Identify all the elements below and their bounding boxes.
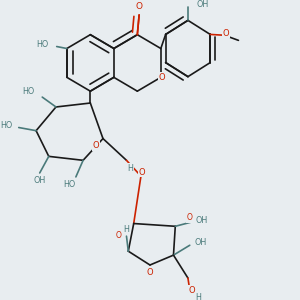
Text: OH: OH — [194, 238, 207, 247]
Text: O: O — [223, 29, 229, 38]
Text: HO: HO — [64, 179, 76, 188]
Text: H: H — [124, 225, 129, 234]
Text: HO: HO — [0, 122, 13, 130]
Text: O: O — [188, 286, 195, 295]
Text: OH: OH — [34, 176, 46, 184]
Text: H: H — [195, 293, 201, 300]
Text: O: O — [187, 213, 193, 222]
Text: HO: HO — [22, 88, 34, 97]
Text: O: O — [147, 268, 153, 278]
Text: O: O — [136, 2, 142, 11]
Text: O: O — [116, 231, 122, 240]
Text: O: O — [93, 141, 99, 150]
Text: O: O — [138, 168, 145, 177]
Text: H: H — [127, 164, 133, 173]
Text: OH: OH — [197, 0, 209, 9]
Text: HO: HO — [37, 40, 49, 49]
Text: O: O — [159, 73, 165, 82]
Text: OH: OH — [195, 216, 207, 225]
